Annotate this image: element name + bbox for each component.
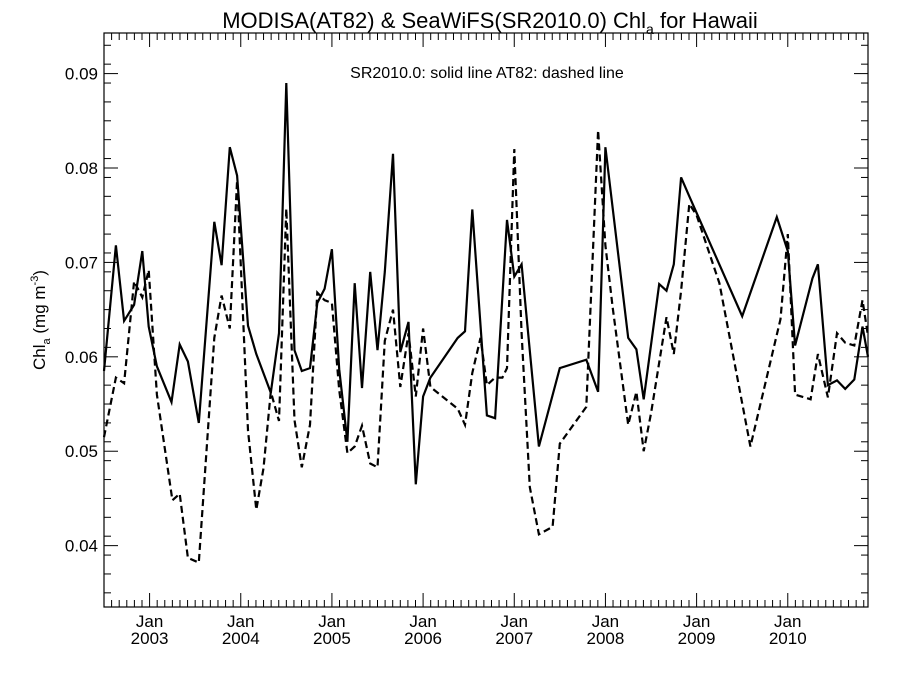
y-tick-label: 0.06: [65, 348, 98, 367]
y-tick-label: 0.04: [65, 537, 98, 556]
x-tick-month-label: Jan: [592, 612, 619, 631]
x-tick-month-label: Jan: [136, 612, 163, 631]
x-tick-year-label: 2010: [769, 629, 807, 648]
x-tick-month-label: Jan: [227, 612, 254, 631]
x-tick-month-label: Jan: [683, 612, 710, 631]
x-tick-year-label: 2006: [404, 629, 442, 648]
x-tick-year-label: 2009: [678, 629, 716, 648]
legend-text: SR2010.0: solid line AT82: dashed line: [350, 65, 624, 82]
x-tick-month-label: Jan: [318, 612, 345, 631]
chart-title: MODISA(AT82) & SeaWiFS(SR2010.0) Chla fo…: [222, 8, 758, 37]
x-tick-year-label: 2007: [495, 629, 533, 648]
y-tick-label: 0.08: [65, 159, 98, 178]
plot-frame: [103, 32, 869, 608]
y-tick-label: 0.05: [65, 442, 98, 461]
x-axis: Jan2003Jan2004Jan2005Jan2006Jan2007Jan20…: [103, 33, 865, 648]
y-axis: 0.04 0.05 0.06 0.07 0.08 0.09: [65, 44, 868, 594]
plot-series: [102, 82, 870, 565]
y-tick-label: 0.07: [65, 253, 98, 272]
x-tick-month-label: Jan: [409, 612, 436, 631]
x-tick-year-label: 2003: [131, 629, 169, 648]
x-tick-month-label: Jan: [501, 612, 528, 631]
x-tick-year-label: 2008: [587, 629, 625, 648]
y-axis-label: Chla (mg m-3): [29, 270, 53, 370]
x-tick-year-label: 2004: [222, 629, 260, 648]
y-tick-label: 0.09: [65, 65, 98, 84]
x-tick-month-label: Jan: [774, 612, 801, 631]
series-line-at82: [102, 130, 870, 565]
series-line-sr2010-0: [102, 82, 870, 485]
x-tick-year-label: 2005: [313, 629, 351, 648]
